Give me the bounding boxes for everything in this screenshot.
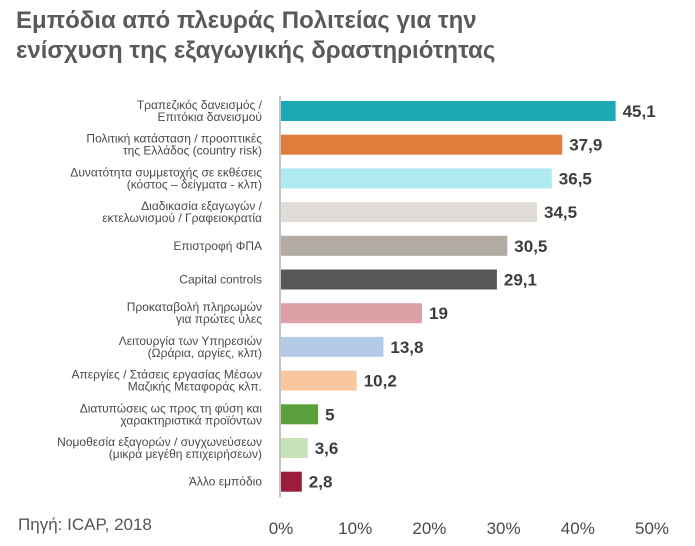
bar-value-label: 30,5 — [514, 237, 547, 256]
category-label-line: Λειτουργία των Υπηρεσιών — [119, 334, 262, 348]
bar-value-label: 10,2 — [364, 372, 397, 391]
category-label-line: Δυνατότητα συμμετοχής σε εκθέσεις — [70, 165, 262, 179]
bar — [281, 134, 563, 155]
category-label-line: (μικρά μεγέθη επιχειρήσεων) — [109, 447, 262, 461]
category-label-line: χαρακτηριστικά προϊόντων — [120, 413, 262, 427]
category-label-line: Άλλο εμπόδιο — [189, 475, 262, 489]
bar — [281, 336, 384, 357]
category-label-line: Νομοθεσία εξαγορών / συγχωνεύσεων — [57, 435, 262, 449]
bar — [281, 404, 319, 425]
category-label-line: εκτελωνισμού / Γραφειοκρατία — [102, 211, 262, 225]
category-label: Προκαταβολή πληρωμών για πρώτες ύλες — [127, 300, 262, 326]
category-label: Πολιτική κατάσταση / προοπτικές της Ελλάδ… — [86, 132, 262, 158]
category-label: Διαδικασία εξαγωγών / εκτελωνισμού / Γραφ… — [102, 199, 262, 225]
category-label: Δυνατότητα συμμετοχής σε εκθέσεις (κόστος… — [70, 165, 262, 191]
x-tick-label: 50% — [635, 519, 669, 538]
bar — [281, 202, 537, 223]
category-label: Νομοθεσία εξαγορών / συγχωνεύσεων (μικρά … — [57, 435, 262, 461]
chart-title-line-2: ενίσχυση της εξαγωγικής δραστηριότητας — [16, 37, 496, 64]
category-label-line: (Ωράρια, αργίες, κλπ) — [148, 346, 262, 360]
x-tick-label: 20% — [412, 519, 446, 538]
x-tick-label: 0% — [269, 519, 294, 538]
bar-value-label: 19 — [429, 304, 448, 323]
category-label-line: Διατυπώσεις ως προς τη φύση και — [80, 401, 263, 415]
bar-value-label: 3,6 — [315, 439, 339, 458]
bar-value-label: 2,8 — [309, 473, 333, 492]
category-label-line: (κόστος – δείγματα - κλπ) — [127, 177, 262, 191]
bar-value-label: 13,8 — [390, 338, 423, 357]
bar — [281, 235, 508, 256]
bar — [281, 101, 616, 121]
bar — [281, 303, 422, 324]
category-label: Απεργίες / Στάσεις εργασίας Μέσων Μαζικής… — [71, 368, 262, 394]
bar — [281, 370, 357, 391]
bar-value-label: 37,9 — [569, 136, 602, 155]
category-label-line: Επιστροφή ΦΠΑ — [173, 239, 262, 253]
bar-value-label: 5 — [325, 405, 334, 424]
category-label: Τραπεζικός δανεισμός / Επιτόκια δανεισμού — [137, 98, 263, 124]
category-label-line: Προκαταβολή πληρωμών — [127, 300, 262, 314]
category-label-line: Διαδικασία εξαγωγών / — [141, 199, 263, 213]
category-label-line: Τραπεζικός δανεισμός / — [137, 98, 263, 112]
bar-value-label: 36,5 — [559, 169, 592, 188]
category-label: Capital controls — [179, 273, 262, 287]
category-label-line: της Ελλάδος (country risk) — [123, 144, 262, 158]
category-label-line: Επιτόκια δανεισμού — [158, 110, 263, 124]
category-label: Διατυπώσεις ως προς τη φύση και χαρακτηρι… — [80, 401, 263, 427]
category-label: Άλλο εμπόδιο — [189, 475, 262, 489]
bar-value-label: 29,1 — [504, 271, 537, 290]
chart-title: Εμπόδια από πλευράς Πολιτείας για την εν… — [16, 6, 686, 66]
x-tick-label: 30% — [487, 519, 521, 538]
chart-title-line-1: Εμπόδια από πλευράς Πολιτείας για την — [16, 7, 477, 34]
category-label-line: Απεργίες / Στάσεις εργασίας Μέσων — [71, 368, 262, 382]
category-label: Επιστροφή ΦΠΑ — [173, 239, 262, 253]
category-label-line: Πολιτική κατάσταση / προοπτικές — [86, 132, 262, 146]
bar — [281, 269, 497, 290]
source-note: Πηγή: ICAP, 2018 — [18, 515, 152, 534]
bar — [281, 168, 552, 189]
category-label-line: για πρώτες ύλες — [176, 312, 262, 326]
category-label-line: Μαζικής Μεταφοράς κλπ. — [128, 380, 262, 394]
bar-value-label: 45,1 — [623, 102, 656, 121]
bar — [281, 438, 308, 458]
x-tick-label: 40% — [561, 519, 595, 538]
bar — [281, 471, 302, 492]
x-tick-label: 10% — [338, 519, 372, 538]
category-label: Λειτουργία των Υπηρεσιών (Ωράρια, αργίες,… — [119, 334, 262, 360]
category-label-line: Capital controls — [179, 273, 262, 287]
bar-value-label: 34,5 — [544, 203, 577, 222]
